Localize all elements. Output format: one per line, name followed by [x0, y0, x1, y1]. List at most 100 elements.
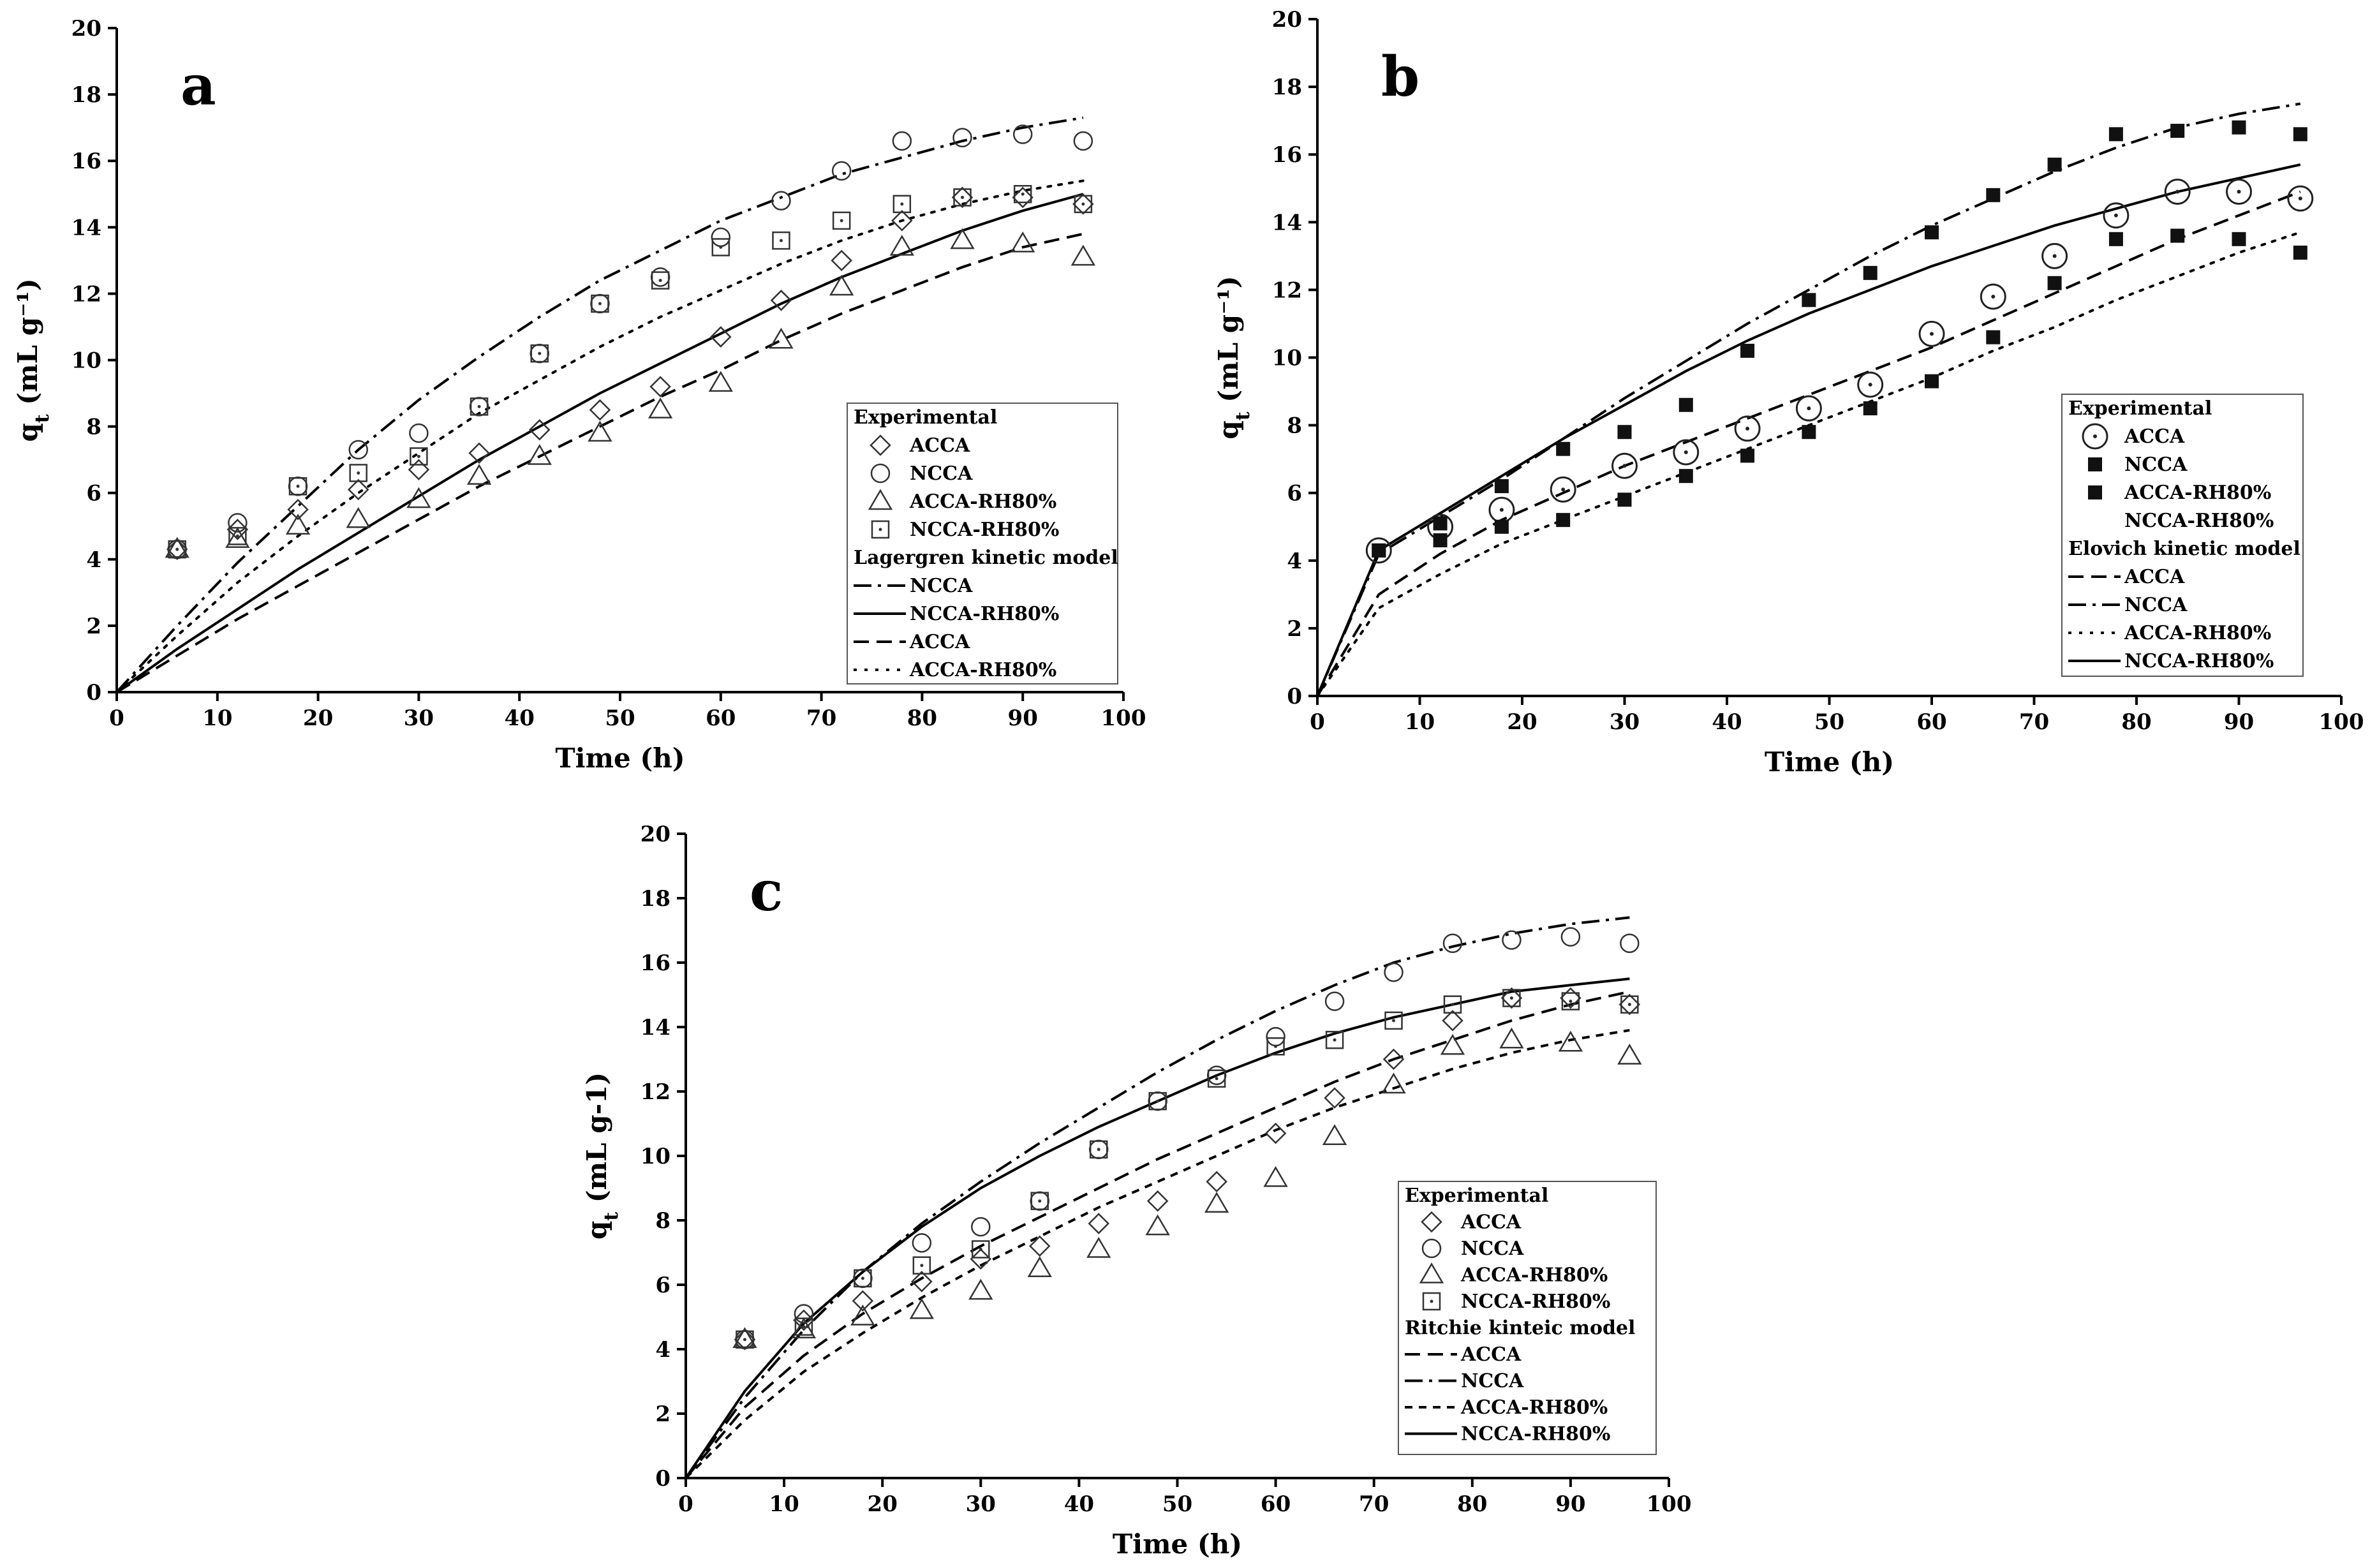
y-tick-label: 2: [86, 614, 101, 639]
legend-title-experimental: Experimental: [1405, 1185, 1548, 1207]
data-point-acca-rh80%: [1086, 1236, 1111, 1258]
data-point-ncca: [1442, 933, 1463, 953]
data-point-acca-rh80%: [1558, 1030, 1583, 1052]
legend-label: NCCA: [2124, 454, 2188, 476]
x-tick-label: 0: [678, 1491, 693, 1517]
legend-label: NCCA-RH80%: [2124, 510, 2274, 532]
data-point-acca-rh80%: [1925, 374, 1939, 388]
x-tick-label: 100: [2319, 709, 2364, 735]
legend-title-model: Elovich kinetic model: [2068, 538, 2300, 560]
y-tick-label: 6: [86, 481, 101, 507]
model-curve-ncca: [685, 916, 1630, 1479]
data-point-ncca-rh80%: [530, 344, 549, 363]
data-point-acca: [1146, 1190, 1169, 1212]
data-point-acca: [891, 210, 913, 232]
data-point-acca: [2041, 242, 2068, 269]
data-point-acca-rh80%: [2047, 276, 2062, 290]
legend-label: ACCA: [1460, 1211, 1522, 1234]
data-point-ncca-rh80%: [854, 1269, 872, 1288]
data-point-acca-rh80%: [1802, 425, 1816, 440]
data-point-ncca: [1617, 425, 1632, 440]
data-point-acca: [951, 186, 974, 209]
x-tick-label: 20: [868, 1491, 898, 1517]
data-point-acca: [852, 1290, 874, 1312]
data-point-acca: [589, 399, 611, 421]
legend-box: [847, 403, 1118, 684]
y-tick-label: 2: [1287, 616, 1302, 642]
data-point-ncca: [1556, 441, 1571, 456]
data-point-acca-rh80%: [2108, 232, 2123, 246]
data-point-ncca-rh80%: [168, 540, 186, 559]
data-point-acca: [1028, 1235, 1051, 1257]
data-point-ncca-rh80%: [912, 1256, 931, 1275]
data-point-acca-rh80%: [708, 371, 733, 392]
data-point-acca-rh80%: [769, 327, 794, 349]
y-tick-label: 20: [71, 16, 101, 41]
legend-label: NCCA: [910, 575, 973, 597]
legend-label: ACCA-RH80%: [2124, 622, 2271, 644]
x-tick-label: 10: [1405, 709, 1435, 735]
x-tick-label: 20: [1507, 709, 1537, 735]
y-axis-title: qt (mL g⁻¹): [1213, 276, 1254, 439]
y-tick-label: 10: [641, 1144, 670, 1169]
y-tick-label: 12: [641, 1079, 670, 1105]
legend-label: NCCA-RH80%: [1461, 1291, 1610, 1313]
data-point-acca: [1088, 1213, 1109, 1234]
data-point-acca: [347, 478, 369, 501]
data-point-acca-rh80%: [1322, 1124, 1347, 1145]
data-point-acca-rh80%: [1145, 1214, 1170, 1236]
legend-label: ACCA-RH80%: [909, 491, 1056, 513]
panel-a-lagergren: 0 10 20 30 40 50 60 70 80 90 100 0 2 4 6 8 10 12 14 16 18 20 T…: [12, 16, 1146, 774]
legend-marker: [868, 489, 893, 510]
data-point-ncca: [1266, 1026, 1285, 1047]
legend-label: NCCA-RH80%: [2124, 650, 2274, 672]
data-point-acca-rh80%: [791, 1317, 817, 1338]
y-tick-label: 18: [71, 82, 101, 108]
y-tick-label: 8: [86, 415, 101, 440]
data-point-ncca: [971, 1217, 991, 1237]
data-point-acca-rh80%: [466, 464, 492, 485]
panel-b-elovich: 0 10 20 30 40 50 60 70 80 90 100 0 2 4 6 8 10 12 14 16 18 20 T…: [1213, 7, 2364, 778]
x-tick-label: 30: [404, 706, 434, 731]
model-curve-ncca-rh80%: [115, 193, 1084, 693]
data-point-ncca: [1802, 293, 1816, 307]
data-point-ncca: [650, 267, 670, 287]
legend-title-model: Ritchie kinteic model: [1405, 1317, 1635, 1340]
data-point-ncca: [1925, 225, 1939, 240]
y-tick-label: 6: [1287, 481, 1302, 507]
data-point-acca-rh80%: [1070, 244, 1096, 266]
x-tick-label: 0: [109, 706, 124, 731]
data-point-acca: [1795, 395, 1822, 422]
legend-label: ACCA: [909, 631, 970, 653]
data-point-ncca: [2047, 158, 2062, 172]
data-point-acca: [2103, 202, 2129, 229]
x-tick-label: 10: [769, 1491, 799, 1517]
data-point-ncca-rh80%: [1620, 995, 1639, 1014]
y-tick-label: 4: [1287, 549, 1302, 574]
data-point-ncca-rh80%: [1074, 195, 1093, 214]
data-point-acca-rh80%: [1440, 1033, 1465, 1055]
data-point-ncca-rh80%: [651, 271, 670, 290]
data-point-ncca-rh80%: [972, 1240, 990, 1259]
x-tick-label: 0: [1310, 709, 1325, 735]
data-point-ncca: [1986, 188, 2001, 202]
x-tick-label: 80: [907, 706, 937, 731]
data-point-acca-rh80%: [1617, 1043, 1642, 1065]
x-tick-label: 80: [1457, 1491, 1487, 1517]
data-point-acca-rh80%: [406, 487, 431, 508]
data-point-ncca: [409, 423, 429, 443]
legend-marker: [2088, 457, 2102, 471]
data-point-ncca: [1863, 265, 1877, 280]
data-point-acca-rh80%: [1011, 231, 1035, 253]
data-point-acca: [1918, 320, 1945, 347]
data-point-acca: [710, 326, 732, 348]
data-point-acca: [528, 419, 551, 441]
data-point-ncca: [711, 227, 731, 248]
data-point-ncca-rh80%: [349, 464, 367, 482]
y-tick-label: 10: [71, 348, 101, 374]
data-point-acca-rh80%: [909, 1298, 935, 1319]
data-point-acca: [1980, 283, 2006, 310]
y-tick-label: 8: [655, 1208, 670, 1234]
data-point-acca-rh80%: [1263, 1165, 1288, 1187]
x-axis-title: Time (h): [1113, 1528, 1242, 1560]
